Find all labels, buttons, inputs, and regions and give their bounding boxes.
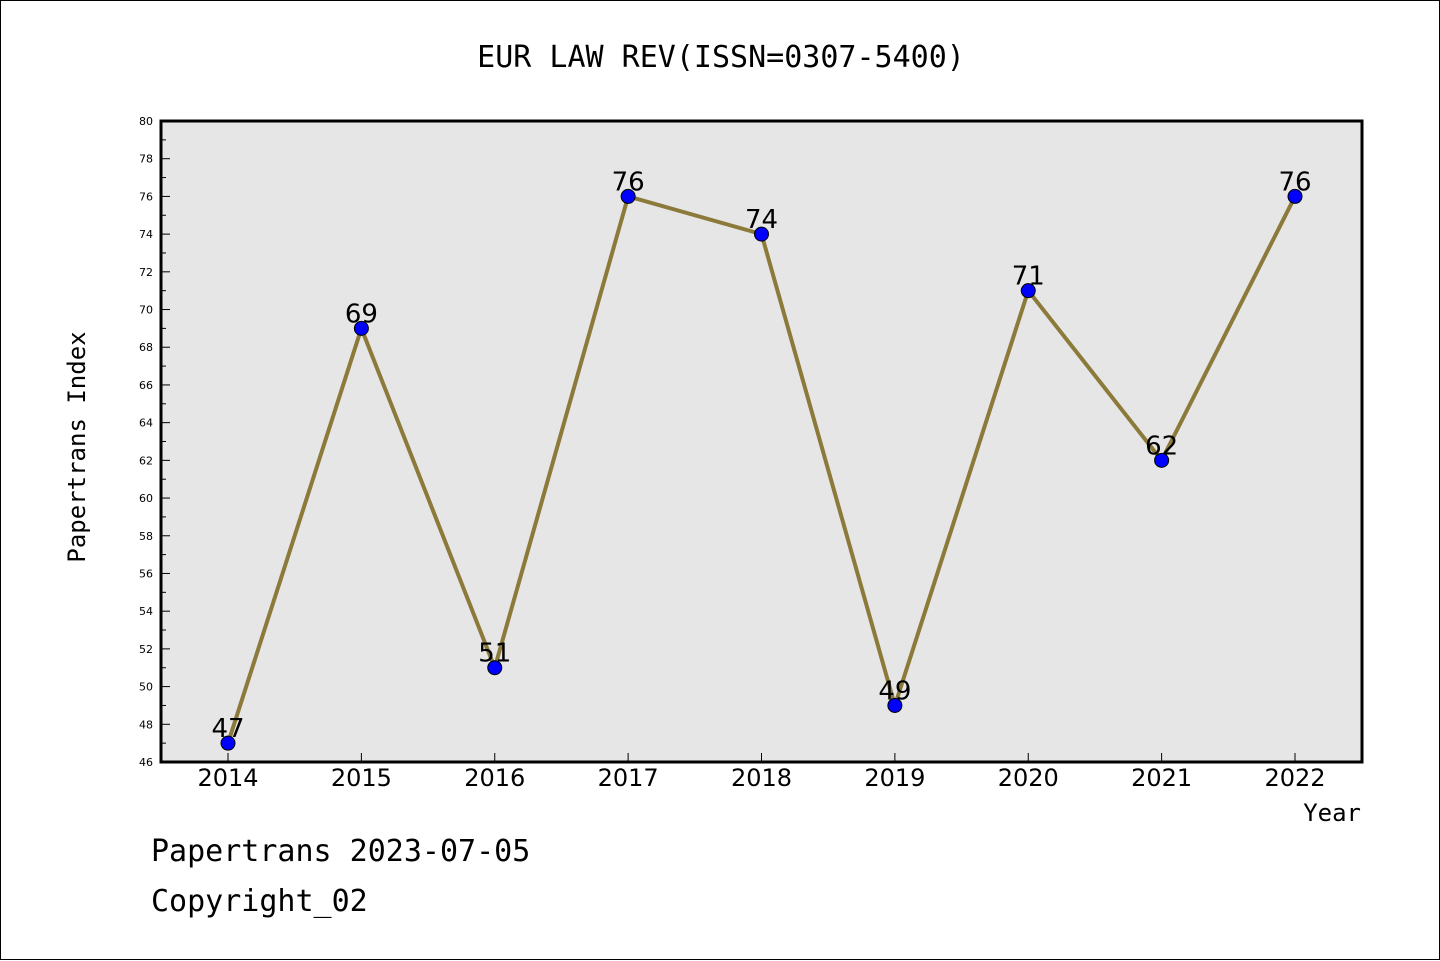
x-axis-label: Year: [1303, 799, 1361, 827]
y-tick-label: 46: [139, 756, 153, 769]
data-label: 47: [211, 714, 244, 744]
y-tick-label: 72: [139, 266, 153, 279]
y-tick-label: 54: [139, 605, 153, 618]
y-tick-label: 58: [139, 530, 153, 543]
data-label: 71: [1012, 262, 1045, 292]
data-label: 76: [1278, 167, 1311, 197]
footer-copyright: Copyright_02: [151, 884, 368, 919]
y-axis-label: Papertrans Index: [63, 331, 91, 562]
data-point: [1287, 188, 1303, 204]
data-point: [487, 660, 503, 676]
y-tick-label: 80: [139, 115, 153, 128]
data-label: 74: [745, 205, 778, 235]
footer-date: Papertrans 2023-07-05: [151, 834, 531, 869]
x-axis: 2014 2015 2016 2017 2018 2019 2020 2021 2022: [197, 753, 1326, 792]
y-tick-label: 76: [139, 190, 153, 203]
data-label: 51: [478, 639, 511, 669]
y-tick-label: 56: [139, 567, 153, 580]
x-tick-label: 2022: [1264, 764, 1325, 792]
y-tick-label: 62: [139, 454, 153, 467]
data-label: 76: [612, 167, 645, 197]
y-tick-label: 48: [139, 718, 153, 731]
y-tick-label: 50: [139, 681, 153, 694]
x-tick-label: 2014: [197, 764, 258, 792]
x-tick-label: 2021: [1131, 764, 1192, 792]
y-tick-label: 70: [139, 304, 153, 317]
y-tick-label: 64: [139, 417, 153, 430]
x-tick-label: 2020: [998, 764, 1059, 792]
data-point: [754, 226, 769, 242]
x-tick-label: 2015: [331, 764, 392, 792]
x-tick-label: 2017: [598, 764, 659, 792]
data-point: [1154, 452, 1170, 468]
x-tick-label: 2018: [731, 764, 792, 792]
y-tick-label: 68: [139, 341, 153, 354]
data-label: 49: [878, 676, 911, 706]
y-tick-label: 52: [139, 643, 153, 656]
data-point: [1020, 283, 1036, 299]
y-axis: 46 48 50 52 54 56 58 60 62 64 66 68 70 72 74 76 78 80: [139, 115, 170, 769]
y-tick-label: 78: [139, 153, 153, 166]
y-tick-label: 60: [139, 492, 153, 505]
data-point: [620, 188, 636, 204]
series-layer: 47 69 51 76 74 49 71 62 76: [211, 167, 1312, 751]
x-tick-label: 2019: [864, 764, 925, 792]
x-tick-label: 2016: [464, 764, 525, 792]
data-point: [220, 735, 236, 751]
data-point: [887, 697, 903, 713]
y-tick-label: 66: [139, 379, 153, 392]
data-label: 62: [1145, 431, 1178, 461]
data-point: [353, 320, 369, 336]
y-tick-label: 74: [139, 228, 153, 241]
chart-title: EUR LAW REV(ISSN=0307-5400): [477, 40, 965, 75]
data-label: 69: [345, 299, 378, 329]
